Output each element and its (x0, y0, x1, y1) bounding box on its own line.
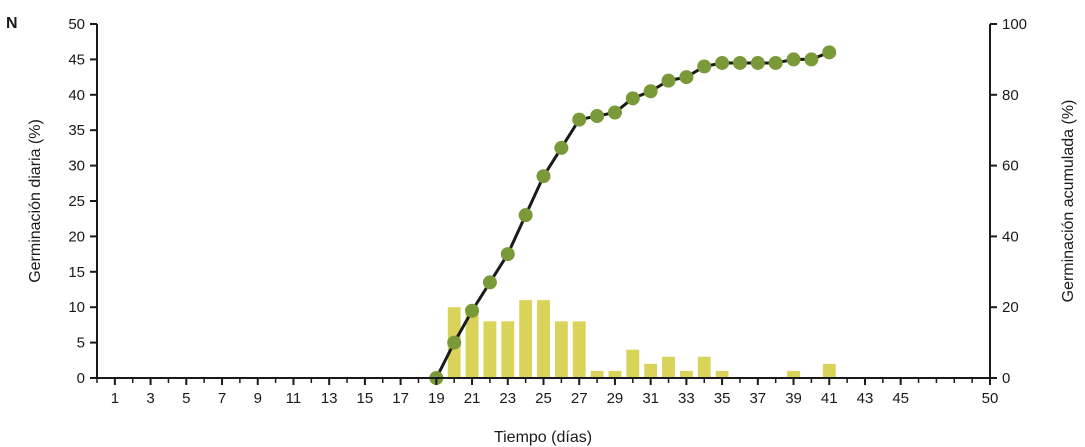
y2-axis-tick-label: 20 (1002, 299, 1019, 316)
daily-germination-bar (590, 370, 604, 378)
cumulative-germination-point (643, 84, 658, 99)
cumulative-germination-point (822, 45, 837, 60)
daily-germination-bar (715, 370, 729, 378)
y2-axis-tick-label: 100 (1002, 16, 1027, 33)
x-axis-tick-label: 13 (321, 390, 338, 407)
daily-germination-bar (465, 307, 479, 378)
daily-germination-bar (626, 349, 640, 378)
y-axis-tick-label: 15 (68, 264, 85, 281)
x-axis-tick-label: 31 (642, 390, 659, 407)
x-axis-tick-label: 35 (714, 390, 731, 407)
daily-germination-bar (554, 321, 568, 378)
y-axis-tick-label: 20 (68, 228, 85, 245)
x-axis-tick-label: 7 (218, 390, 226, 407)
daily-germination-bar (822, 363, 836, 378)
daily-germination-bar (662, 356, 675, 378)
cumulative-germination-point (768, 55, 783, 70)
y-axis-tick-label: 35 (68, 122, 85, 139)
daily-germination-bar (644, 363, 658, 378)
x-axis-tick-label: 27 (571, 390, 588, 407)
y-axis-tick-label: 45 (68, 51, 85, 68)
daily-germination-bar (679, 370, 693, 378)
x-axis-tick-label: 9 (254, 390, 262, 407)
x-axis-title: Tiempo (días) (494, 429, 592, 446)
cumulative-germination-point (536, 169, 551, 184)
cumulative-germination-point (500, 247, 515, 262)
x-axis-tick-label: 23 (499, 390, 516, 407)
cumulative-germination-point (590, 109, 605, 124)
y-axis-title: Germinación diaria (%) (27, 119, 44, 283)
y-axis-tick-label: 5 (77, 335, 85, 352)
cumulative-germination-point (482, 275, 497, 290)
x-axis-tick-label: 43 (857, 390, 874, 407)
x-axis-tick-label: 19 (428, 390, 445, 407)
cumulative-germination-point (786, 52, 801, 67)
cumulative-germination-point (625, 91, 640, 106)
bars-layer (447, 300, 836, 378)
cumulative-germination-point (554, 140, 569, 155)
y2-axis-tick-label: 0 (1002, 370, 1010, 387)
x-axis-tick-label: 41 (821, 390, 838, 407)
x-axis-tick-label: 50 (982, 390, 999, 407)
x-axis-tick-label: 25 (535, 390, 552, 407)
cumulative-germination-point (607, 105, 622, 120)
x-axis-tick-label: 1 (111, 390, 119, 407)
x-axis-tick-label: 33 (678, 390, 695, 407)
daily-germination-bar (697, 356, 711, 378)
cumulative-germination-point (804, 52, 819, 67)
cumulative-germination-point (715, 55, 730, 70)
cumulative-line-layer (429, 45, 837, 385)
panel-label: N (6, 15, 18, 32)
x-axis-tick-label: 45 (892, 390, 909, 407)
x-axis-tick-label: 37 (749, 390, 766, 407)
daily-germination-bar (537, 300, 550, 378)
y-axis-tick-label: 0 (77, 370, 85, 387)
cumulative-germination-point (697, 59, 712, 74)
daily-germination-bar (519, 300, 533, 378)
daily-germination-bar (501, 321, 515, 378)
cumulative-germination-point (572, 112, 587, 127)
daily-germination-bar (483, 321, 497, 378)
daily-germination-bar (787, 370, 800, 378)
cumulative-germination-point (518, 208, 533, 223)
cumulative-germination-point (447, 335, 462, 350)
y2-axis-title: Germinación acumulada (%) (1060, 100, 1077, 303)
cumulative-germination-point (732, 55, 747, 70)
x-axis-tick-label: 29 (607, 390, 624, 407)
cumulative-germination-point (679, 70, 694, 85)
x-axis-tick-label: 3 (146, 390, 154, 407)
x-axis-tick-label: 39 (785, 390, 802, 407)
x-axis-tick-label: 17 (392, 390, 409, 407)
cumulative-germination-point (465, 303, 480, 318)
y-axis-tick-label: 25 (68, 193, 85, 210)
cumulative-germination-point (661, 73, 676, 88)
x-axis-tick-label: 15 (357, 390, 374, 407)
y2-axis-tick-label: 60 (1002, 158, 1019, 175)
y-axis-tick-label: 10 (68, 299, 85, 316)
x-axis-tick-label: 5 (182, 390, 190, 407)
cumulative-germination-point (750, 55, 765, 70)
daily-germination-bar (572, 321, 586, 378)
y-axis-tick-label: 50 (68, 16, 85, 33)
y-axis-tick-label: 40 (68, 87, 85, 104)
daily-germination-bar (608, 370, 622, 378)
y2-axis-tick-label: 40 (1002, 228, 1019, 245)
x-axis-tick-label: 21 (464, 390, 481, 407)
y-axis-tick-label: 30 (68, 158, 85, 175)
x-axis-tick-label: 11 (286, 390, 302, 407)
y2-axis-tick-label: 80 (1002, 87, 1019, 104)
